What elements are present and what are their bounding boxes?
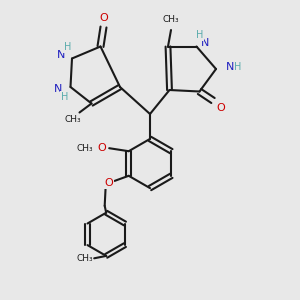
Text: H: H xyxy=(234,62,242,73)
Text: O: O xyxy=(97,143,106,153)
Text: H: H xyxy=(64,42,71,52)
Text: CH₃: CH₃ xyxy=(163,15,179,24)
Text: N: N xyxy=(57,50,66,61)
Text: N: N xyxy=(226,62,235,73)
Text: N: N xyxy=(201,38,210,49)
Text: CH₃: CH₃ xyxy=(64,115,81,124)
Text: O: O xyxy=(99,13,108,23)
Text: O: O xyxy=(105,178,114,188)
Text: H: H xyxy=(196,30,203,40)
Text: H: H xyxy=(61,92,68,102)
Text: CH₃: CH₃ xyxy=(76,254,93,263)
Text: CH₃: CH₃ xyxy=(76,144,93,153)
Text: N: N xyxy=(54,83,62,94)
Text: O: O xyxy=(216,103,225,113)
